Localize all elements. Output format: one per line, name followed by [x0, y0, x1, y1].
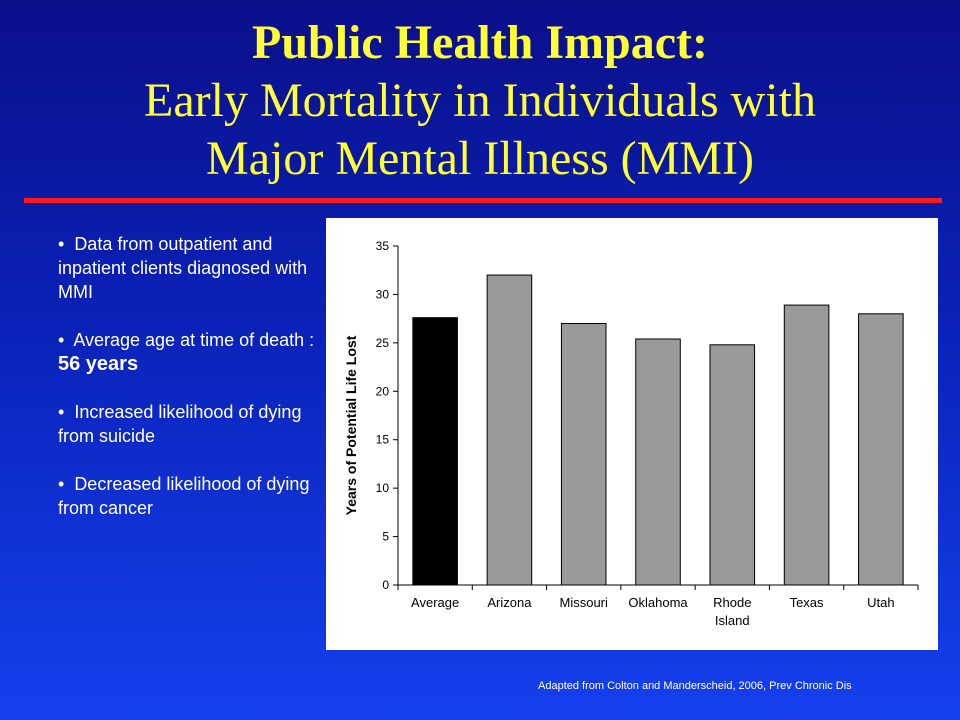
slide-title: Public Health Impact: Early Mortality in… [0, 14, 960, 188]
bullet-text-1: Data from outpatient and inpatient clien… [58, 234, 308, 302]
y-axis-label: Years of Potential Life Lost [343, 335, 359, 515]
bullet-item: • Data from outpatient and inpatient cli… [58, 234, 308, 302]
bar [858, 313, 904, 586]
x-tick-label: Island [715, 613, 750, 628]
bar [560, 322, 607, 586]
x-tick-label: Utah [867, 595, 894, 610]
y-tick-label: 20 [376, 384, 390, 398]
bar [635, 338, 681, 586]
bullet-text-2: Average age at time of death : [73, 330, 315, 350]
title-divider [24, 198, 942, 203]
y-tick-label: 0 [382, 578, 389, 592]
x-tick-label: Arizona [487, 595, 532, 610]
bullet-item: • Decreased likelihood of dying from can… [58, 474, 310, 518]
bullet-item: • Increased likelihood of dying from sui… [58, 402, 302, 446]
bar [709, 344, 756, 586]
title-line-2: Early Mortality in Individuals with [144, 74, 816, 127]
bar [783, 304, 830, 586]
y-tick-label: 25 [376, 336, 390, 350]
bullet-item: • Average age at time of death : 56 year… [58, 330, 315, 375]
bar-chart: 0 5 10 15 20 25 30 35 Average Arizona Missouri Okla… [326, 218, 938, 650]
bullet-list: • Data from outpatient and inpatient cli… [58, 232, 320, 544]
x-tick-label: Average [411, 595, 459, 610]
average-age-value: 56 years [58, 353, 139, 375]
y-tick-label: 35 [376, 239, 390, 253]
x-tick-label: Texas [790, 595, 824, 610]
source-citation: Adapted from Colton and Manderscheid, 20… [538, 680, 852, 692]
bullet-text-3: Increased likelihood of dying from suici… [58, 402, 302, 446]
title-line-3: Major Mental Illness (MMI) [206, 132, 754, 185]
y-tick-label: 15 [376, 433, 390, 447]
bar [412, 317, 458, 586]
title-line-1: Public Health Impact: [252, 16, 708, 69]
bullet-text-4: Decreased likelihood of dying from cance… [58, 474, 310, 518]
bar-chart-svg: 0 5 10 15 20 25 30 35 Average Arizona Missouri Okla… [343, 239, 919, 628]
x-tick-label: Rhode [713, 595, 751, 610]
x-tick-label: Oklahoma [628, 595, 688, 610]
x-tick-label: Missouri [560, 595, 609, 610]
bar [486, 274, 533, 586]
y-tick-label: 30 [376, 287, 390, 301]
y-tick-label: 5 [382, 530, 389, 544]
y-tick-label: 10 [376, 481, 390, 495]
